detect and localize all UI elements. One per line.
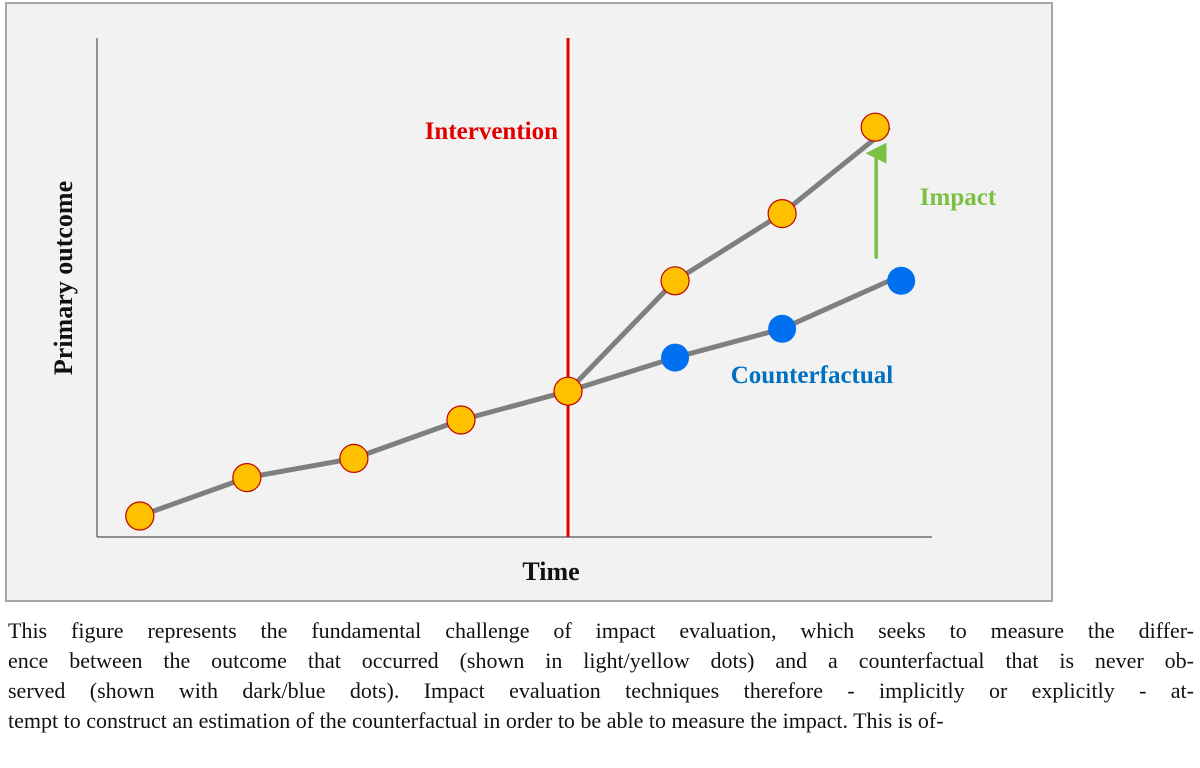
counterfactual-point-4 (887, 266, 916, 295)
caption-line-1: This figure represents the fundamental c… (8, 618, 1194, 643)
y-axis-label: Primary outcome (49, 181, 78, 375)
caption-line-3: served (shown with dark/blue dots). Impa… (8, 678, 1194, 703)
counterfactual-line (567, 278, 891, 394)
x-axis-label: Time (522, 557, 579, 586)
observed-point-5 (553, 376, 583, 406)
counterfactual-label: Counterfactual (731, 362, 894, 389)
observed-point-6 (660, 266, 690, 296)
impact-evaluation-chart: Time Primary outcome Intervention Impact Cou… (49, 38, 997, 586)
counterfactual-point-3 (768, 314, 797, 343)
observed-point-7 (767, 199, 797, 229)
observed-point-1 (125, 501, 155, 531)
observed-point-2 (232, 463, 262, 493)
impact-label: Impact (920, 184, 997, 211)
observed-point-3 (339, 443, 369, 473)
observed-point-4 (446, 405, 476, 435)
observed-point-8 (860, 112, 890, 142)
counterfactual-point-2 (661, 343, 690, 372)
intervention-label: Intervention (425, 118, 558, 145)
caption-line-4: tempt to construct an estimation of the … (8, 708, 944, 733)
observed-outcome-line (138, 125, 891, 519)
caption-line-2: ence between the outcome that occurred (… (8, 648, 1194, 673)
figure-caption: This figure represents the fundamental c… (8, 616, 1194, 736)
